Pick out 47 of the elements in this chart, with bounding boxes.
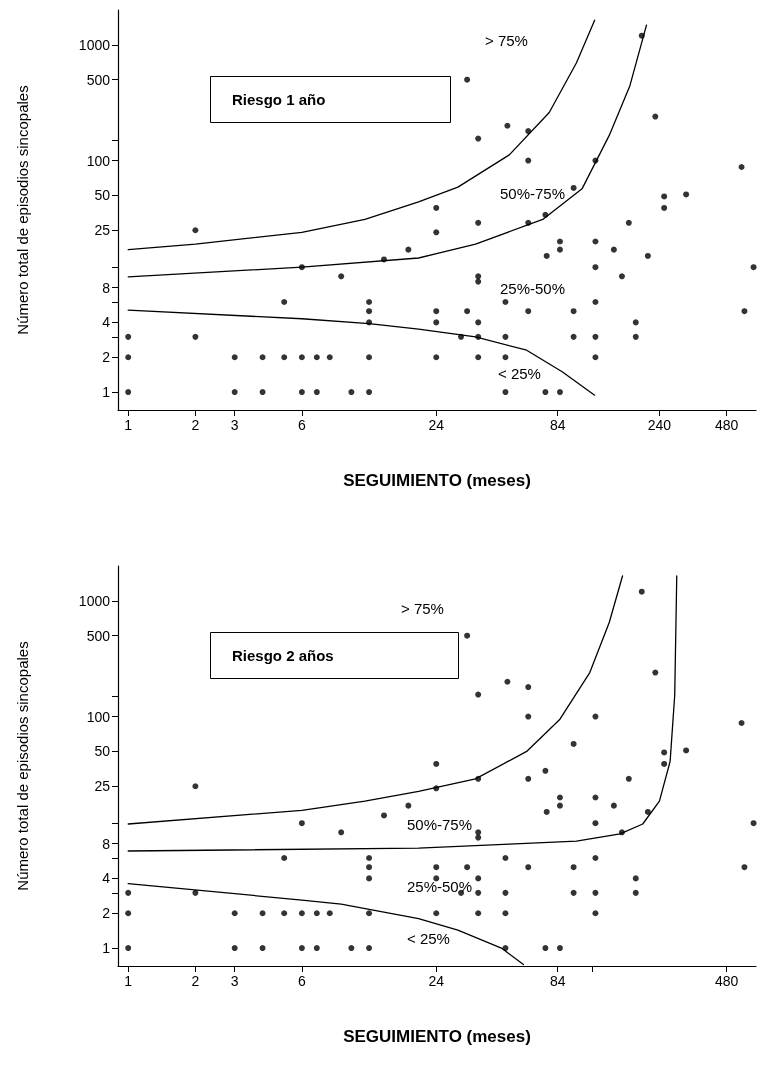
annotation: > 75% <box>401 600 444 617</box>
annotation: > 75% <box>485 32 528 49</box>
x-tick-label: 1 <box>124 973 133 989</box>
x-tick-label: 240 <box>647 417 672 433</box>
y-tick-label: 8 <box>102 279 111 296</box>
x-tick-label: 24 <box>428 973 445 989</box>
y-tick-label: 1 <box>102 384 111 401</box>
y-tick-label: 50 <box>94 187 111 204</box>
y-tick-label: 500 <box>86 71 111 88</box>
y-tick-label: 1000 <box>78 36 111 53</box>
y-tick-label: 1 <box>102 940 111 957</box>
x-tick-label: 3 <box>230 417 239 433</box>
x-tick-label: 6 <box>297 417 306 433</box>
x-tick-label: 1 <box>124 417 133 433</box>
x-tick-label: 2 <box>191 417 200 433</box>
text: Riesgo 1 año <box>232 91 326 108</box>
x-tick-label: 480 <box>714 417 739 433</box>
x-tick-label: 84 <box>549 973 566 989</box>
y-tick-label: 4 <box>102 314 111 331</box>
x-axis-title: SEGUIMIENTO (meses) <box>343 1027 531 1046</box>
y-tick-label: 8 <box>102 835 111 852</box>
y-tick-label: 100 <box>86 708 111 725</box>
y-tick-label: 50 <box>94 743 111 760</box>
annotation: 25%-50% <box>500 280 566 297</box>
y-tick-label: 1000 <box>78 592 111 609</box>
y-axis-title: Número total de episodios sincopales <box>14 641 31 891</box>
y-tick-label: 500 <box>86 627 111 644</box>
annotation: 50%-75% <box>500 185 566 202</box>
x-tick-label: 480 <box>714 973 739 989</box>
annotation: < 25% <box>407 930 450 947</box>
annotation: 25%-50% <box>407 878 473 895</box>
x-tick-label: 24 <box>428 417 445 433</box>
y-tick-label: 4 <box>102 870 111 887</box>
x-axis-title: SEGUIMIENTO (meses) <box>343 471 531 490</box>
x-tick-label: 3 <box>230 973 239 989</box>
y-tick-label: 100 <box>86 152 111 169</box>
x-tick-label: 84 <box>549 417 566 433</box>
annotation: 50%-75% <box>407 816 473 833</box>
y-axis-title: Número total de episodios sincopales <box>14 85 31 335</box>
y-tick-label: 2 <box>102 905 111 922</box>
y-tick-label: 2 <box>102 349 111 366</box>
x-tick-label: 6 <box>297 973 306 989</box>
text: Riesgo 2 años <box>232 647 334 664</box>
y-tick-label: 25 <box>94 222 111 239</box>
x-tick-label: 2 <box>191 973 200 989</box>
annotation: < 25% <box>498 365 541 382</box>
y-tick-label: 25 <box>94 778 111 795</box>
